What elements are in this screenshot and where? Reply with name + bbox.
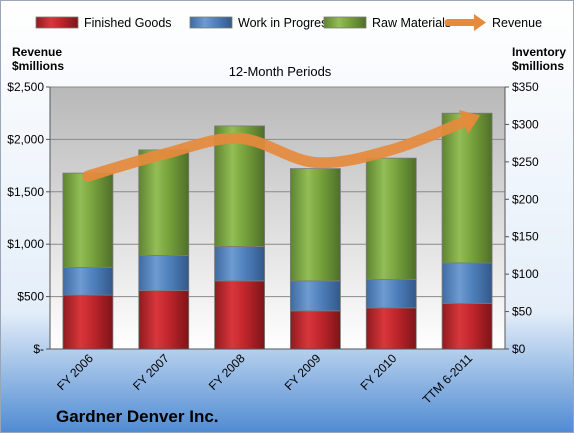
right-tick-label-5: $250 <box>512 155 539 169</box>
bar-raw-materials-1 <box>138 149 190 256</box>
bar-work-in-progress-3 <box>290 280 341 312</box>
left-tick-label-3: $1,500 <box>7 185 44 199</box>
legend-label-revenue: Revenue <box>492 16 542 30</box>
bar-finished-goods-4 <box>365 307 417 350</box>
bar-raw-materials-4 <box>365 157 417 280</box>
left-tick-label-5: $2,500 <box>7 80 44 94</box>
chart-subtitle: 12-Month Periods <box>229 64 332 79</box>
bar-finished-goods-3 <box>290 310 341 350</box>
left-tick-label-0: $- <box>33 342 44 356</box>
right-axis-ticks: $0 $50 $100 $150 $200 $250 $300 $350 <box>50 80 539 356</box>
bar-finished-goods-1 <box>138 290 190 350</box>
legend-swatch-0 <box>35 16 79 29</box>
bar-finished-goods-5 <box>441 302 493 350</box>
bar-raw-materials-3 <box>290 168 341 282</box>
left-tick-label-1: $500 <box>17 290 44 304</box>
right-axis-label-line2: $millions <box>512 59 564 73</box>
left-axis-label-line2: $millions <box>12 59 64 73</box>
bar-work-in-progress-4 <box>365 278 417 309</box>
bar-work-in-progress-1 <box>138 255 190 292</box>
legend-label-1: Work in Progress <box>238 16 334 30</box>
right-tick-label-2: $100 <box>512 267 539 281</box>
right-tick-label-6: $300 <box>512 117 539 131</box>
legend-swatch-1 <box>189 16 233 29</box>
bar-work-in-progress-2 <box>214 246 265 282</box>
plot-area <box>50 87 505 349</box>
legend-swatch-2 <box>323 16 367 29</box>
right-tick-label-7: $350 <box>512 80 539 94</box>
left-axis-label-line1: Revenue <box>12 45 62 59</box>
right-tick-label-4: $200 <box>512 192 539 206</box>
revenue-line-group <box>82 109 481 182</box>
left-tick-label-4: $2,000 <box>7 132 44 146</box>
legend-label-2: Raw Materials <box>372 16 451 30</box>
legend-label-0: Finished Goods <box>84 16 172 30</box>
legend: Finished Goods Work in Progress Raw Materi… <box>35 14 542 31</box>
left-axis-ticks: $- $500 $1,000 $1,500 $2,000 $2,500 <box>7 80 51 356</box>
bar-work-in-progress-0 <box>62 267 114 296</box>
bar-finished-goods-0 <box>62 294 114 350</box>
right-axis-label-line1: Inventory <box>512 45 566 59</box>
revenue-line <box>82 115 473 182</box>
gridlines <box>50 86 505 298</box>
right-tick-label-0: $0 <box>512 342 526 356</box>
legend-arrowhead-revenue <box>474 14 486 31</box>
company-name: Gardner Denver Inc. <box>56 407 219 426</box>
right-tick-label-3: $150 <box>512 230 539 244</box>
bar-finished-goods-2 <box>214 280 265 350</box>
left-tick-label-2: $1,000 <box>7 237 44 251</box>
right-tick-label-1: $50 <box>512 305 532 319</box>
bar-raw-materials-0 <box>62 172 114 268</box>
bars <box>62 112 493 350</box>
revenue-arrowhead <box>458 109 481 135</box>
bar-work-in-progress-5 <box>441 262 493 304</box>
bar-raw-materials-5 <box>441 112 493 264</box>
